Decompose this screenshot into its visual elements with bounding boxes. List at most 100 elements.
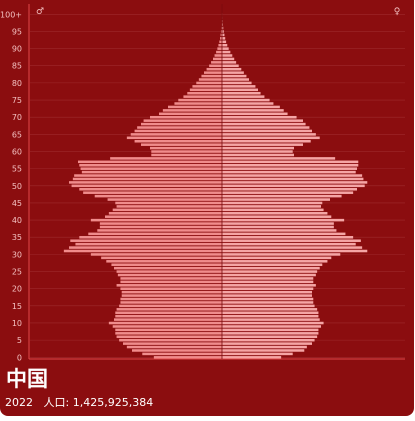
female-bar (222, 85, 256, 88)
male-bar (88, 232, 223, 236)
male-bar (90, 218, 222, 222)
population-label: 人口: (43, 396, 70, 409)
male-bar (111, 263, 222, 266)
male-bar (198, 78, 222, 81)
male-bar (112, 325, 222, 328)
female-bar (222, 98, 270, 102)
male-bar (99, 225, 222, 229)
female-bar (222, 225, 334, 229)
female-symbol-icon: ♀ (394, 7, 401, 17)
y-tick-label: 90 (12, 45, 22, 54)
female-bar (222, 212, 328, 215)
male-bar (143, 119, 222, 122)
female-bar (222, 270, 318, 273)
male-bar (196, 81, 222, 85)
female-bar (222, 205, 321, 208)
female-bar (222, 188, 357, 191)
male-bar (72, 177, 222, 181)
y-tick-label: 85 (12, 62, 22, 71)
male-bar (162, 109, 222, 112)
female-bar (222, 67, 242, 71)
female-bar (222, 30, 224, 33)
male-bar (108, 321, 222, 325)
male-bar (120, 297, 222, 301)
male-bar (209, 64, 222, 68)
female-bar (222, 157, 336, 160)
population-value: 1,425,925,384 (72, 396, 154, 409)
male-bar (126, 345, 222, 349)
male-bar (119, 338, 222, 342)
female-bar (222, 105, 280, 109)
female-bar (222, 146, 294, 150)
female-bar (222, 23, 223, 26)
female-bar (222, 95, 265, 98)
female-bar (222, 163, 359, 167)
male-bar (178, 98, 222, 102)
y-tick-label: 0 (17, 353, 22, 362)
male-bar (63, 249, 222, 253)
y-tick-label: 35 (12, 233, 22, 242)
female-bar (222, 129, 312, 133)
male-bar (106, 260, 222, 263)
female-bar (222, 321, 324, 325)
male-bar (121, 290, 222, 294)
female-bar (222, 61, 237, 64)
male-bar (114, 318, 222, 321)
male-bar (120, 280, 222, 284)
male-bar (141, 122, 222, 126)
female-bar (222, 194, 342, 198)
female-bar (222, 64, 239, 68)
female-bar (222, 174, 363, 177)
male-bar (123, 342, 222, 345)
female-bar (222, 297, 314, 301)
female-bar (222, 345, 307, 349)
female-bar (222, 191, 354, 194)
male-bar (115, 332, 222, 335)
y-tick-label: 75 (12, 96, 22, 105)
male-bar (150, 115, 222, 119)
male-bar (213, 57, 222, 61)
male-bar (211, 61, 222, 64)
male-bar (130, 133, 222, 136)
population-pyramid-chart: 0 5 10 15 20 25 30 35 40 45 50 55 60 65 70 75 80 85 90 95 10… (0, 4, 405, 362)
female-bar (222, 181, 368, 184)
female-bar (222, 112, 288, 116)
male-bar (126, 136, 222, 140)
female-bar (222, 242, 356, 246)
male-bar (71, 184, 222, 188)
female-bar (222, 239, 361, 242)
male-bar (110, 157, 222, 160)
female-bar (222, 74, 247, 78)
female-bar (222, 280, 314, 284)
male-bar (121, 294, 222, 297)
female-bar (222, 311, 319, 315)
male-bar (112, 208, 222, 212)
male-bar (141, 143, 222, 146)
male-bar (83, 191, 223, 194)
female-bar (222, 78, 249, 81)
y-tick-label: 60 (12, 147, 22, 156)
y-tick-label: 100+ (0, 10, 22, 19)
female-bar (222, 342, 312, 345)
y-tick-label: 20 (12, 285, 22, 294)
male-bar (168, 105, 222, 109)
female-bar (222, 308, 318, 311)
female-bar (222, 102, 274, 105)
male-bar (151, 153, 222, 157)
male-symbol-icon: ♂ (36, 7, 44, 17)
male-bar (174, 102, 222, 105)
y-tick-label: 15 (12, 302, 22, 311)
female-bar (222, 47, 229, 50)
female-bar (222, 236, 354, 239)
y-tick-label: 80 (12, 79, 22, 88)
male-bar (132, 349, 222, 352)
female-bar (222, 170, 356, 174)
male-bar (187, 91, 222, 95)
female-bar (222, 160, 359, 164)
male-bar (97, 229, 222, 232)
country-title: 中国 (6, 367, 48, 391)
male-bar (117, 273, 222, 277)
female-bar (222, 153, 294, 157)
female-bar (222, 332, 319, 335)
female-bar (222, 184, 365, 188)
